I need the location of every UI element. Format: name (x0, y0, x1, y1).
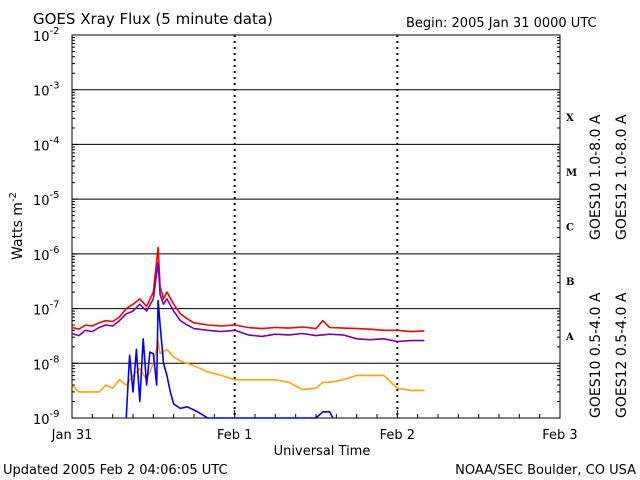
y-tick-label: 10-9 (33, 409, 60, 428)
y-axis-label-exponent: -2 (8, 192, 19, 202)
x-tick-label: Feb 2 (380, 428, 415, 443)
legend-entry: GOES10 0.5-4.0 A (588, 292, 604, 418)
y-tick-label: 10-4 (33, 135, 60, 154)
y-tick-label: 10-5 (33, 190, 60, 209)
series-line-goes10-0-5-4-0-a (71, 340, 425, 393)
series-group (71, 246, 425, 419)
y-tick-label: 10-8 (33, 354, 60, 373)
x-axis-label: Universal Time (274, 444, 371, 459)
y-tick-label: 10-6 (33, 245, 60, 264)
legend-entry: GOES12 1.0-8.0 A (614, 114, 630, 240)
y-axis-label: Watts m (10, 202, 26, 260)
y-axis-label-group: Watts m-2 (8, 192, 26, 260)
flare-class-labels: A B C M X (565, 113, 577, 343)
flare-class-label: M (566, 168, 577, 179)
y-tick-label: 10-3 (33, 81, 60, 100)
begin-time: Begin: 2005 Jan 31 0000 UTC (406, 16, 597, 31)
flare-class-label: C (566, 223, 574, 234)
y-tick-label: 10-2 (33, 26, 60, 45)
updated-timestamp: Updated 2005 Feb 2 04:06:05 UTC (3, 463, 228, 478)
x-tick-label: Feb 1 (217, 428, 252, 443)
y-tick-label: 10-7 (33, 300, 60, 319)
flare-class-label: A (565, 332, 574, 343)
y-axis: 10-9 10-8 10-7 10-6 10-5 10-4 10-3 10-2 (33, 26, 560, 428)
flare-class-label: B (566, 277, 574, 288)
series-line-goes10-1-0-8-0-a (71, 261, 425, 343)
legend-entry: GOES12 0.5-4.0 A (614, 292, 630, 418)
x-axis: Jan 31 Feb 1 Feb 2 Feb 3 (51, 410, 578, 443)
x-tick-label: Jan 31 (51, 428, 93, 443)
svg-text:Watts m-2: Watts m-2 (8, 192, 26, 260)
legend: GOES12 1.0-8.0 A GOES10 1.0-8.0 A GOES10 0… (588, 114, 630, 418)
x-tick-label: Feb 3 (542, 428, 577, 443)
flare-class-label: X (566, 113, 574, 124)
series-line-goes12-1-0-8-0-a (71, 246, 425, 333)
legend-entry: GOES10 1.0-8.0 A (588, 114, 604, 240)
series-line-goes12-0-5-4-0-a (125, 299, 334, 419)
credit-text: NOAA/SEC Boulder, CO USA (455, 463, 636, 478)
chart-title: GOES Xray Flux (5 minute data) (33, 10, 273, 28)
